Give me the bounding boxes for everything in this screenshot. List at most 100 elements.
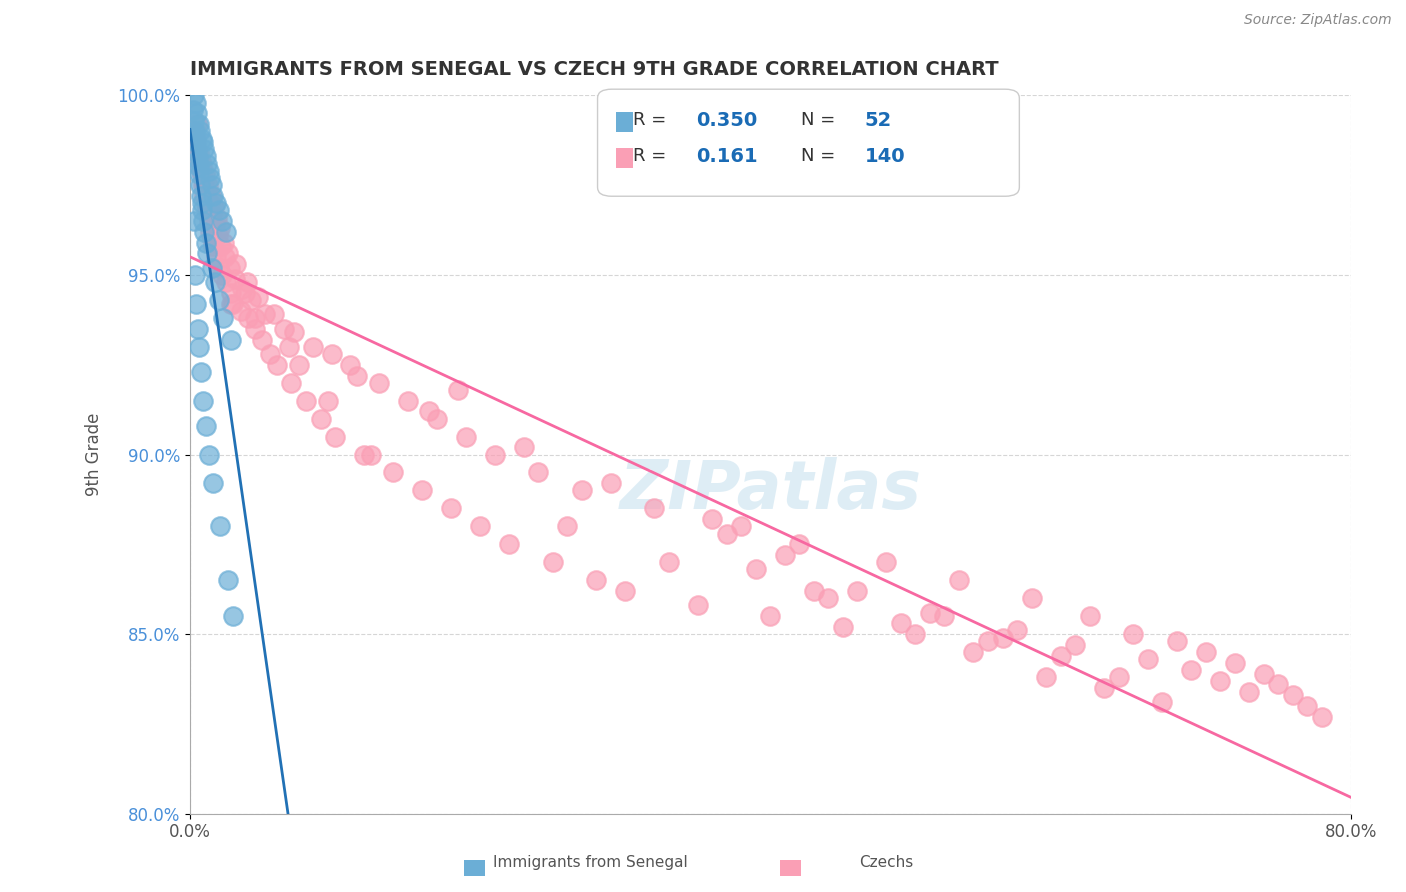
Text: Czechs: Czechs [859,855,912,870]
Point [201,232,224,246]
Y-axis label: 9th Grade: 9th Grade [86,413,103,496]
Point [1122,627,1144,641]
Point [188,178,211,193]
Point [187,153,209,167]
Point [195,186,218,200]
Point [222,609,245,624]
Point [426,411,449,425]
Point [245,322,267,336]
Point [191,393,214,408]
Point [186,106,208,120]
Point [1021,591,1043,606]
Point [188,160,211,174]
Point [1064,638,1087,652]
Point [266,358,288,372]
Point [658,555,681,569]
Point [187,153,209,167]
Point [934,609,956,624]
Point [411,483,433,498]
Point [599,476,621,491]
Point [541,555,564,569]
Point [200,189,222,203]
Point [191,156,214,170]
Point [904,627,927,641]
Point [194,168,217,182]
Point [977,634,1000,648]
Point [316,393,339,408]
Point [219,333,242,347]
Point [195,156,218,170]
Text: Immigrants from Senegal: Immigrants from Senegal [494,855,688,870]
Point [194,418,217,433]
Point [207,228,229,243]
Point [197,178,219,193]
Point [440,501,463,516]
Point [468,519,491,533]
Point [187,160,209,174]
Point [1296,698,1319,713]
Text: ZIPatlas: ZIPatlas [619,458,921,524]
Point [191,171,214,186]
Point [280,376,302,390]
Point [231,282,253,296]
Point [205,196,228,211]
Point [918,606,941,620]
Point [245,311,267,326]
Point [1180,663,1202,677]
Point [1310,709,1333,723]
Point [353,448,375,462]
Point [201,178,224,193]
Point [190,131,212,145]
Point [191,214,214,228]
Point [702,512,724,526]
Point [205,250,228,264]
Point [235,275,257,289]
Point [200,225,222,239]
Point [184,95,207,110]
Point [201,207,224,221]
Point [187,322,209,336]
Point [197,448,219,462]
Point [254,308,277,322]
Point [252,333,274,347]
Text: 140: 140 [865,146,905,166]
Point [831,620,853,634]
Point [215,225,238,239]
Point [339,358,361,372]
Point [190,168,212,182]
Point [512,440,534,454]
Point [229,304,252,318]
Point [247,289,270,303]
Point [205,211,228,225]
Point [219,296,242,310]
Text: N =: N = [801,112,841,129]
Point [295,393,318,408]
Point [194,235,217,250]
Point [186,142,208,156]
Point [197,214,219,228]
Point [194,149,217,163]
Point [190,365,212,379]
Point [181,103,204,117]
Point [614,584,637,599]
Point [346,368,368,383]
Point [186,296,208,310]
Point [273,322,295,336]
Point [184,268,207,282]
Point [1078,609,1101,624]
Point [454,429,477,443]
Point [283,326,305,340]
Point [190,196,212,211]
Text: R =: R = [633,147,672,165]
Point [188,168,211,182]
Point [198,196,221,211]
Point [187,117,209,131]
Point [846,584,869,599]
Point [991,631,1014,645]
Point [197,164,219,178]
Point [212,311,235,326]
Point [309,411,332,425]
Point [188,340,211,354]
Point [498,537,520,551]
Point [571,483,593,498]
